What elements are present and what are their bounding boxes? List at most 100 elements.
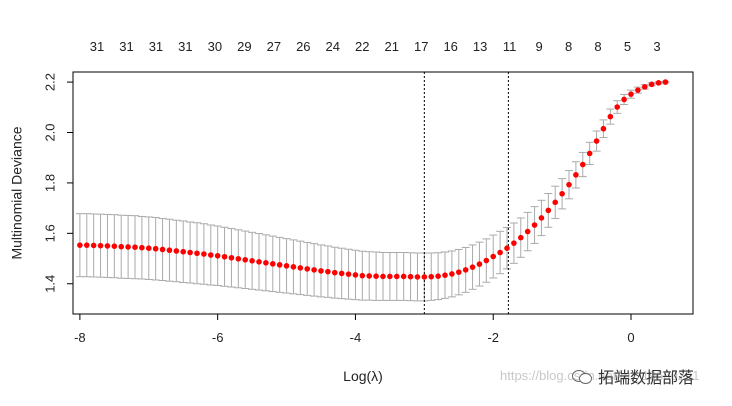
top-axis-label: 13 bbox=[473, 39, 487, 54]
y-tick-label: 1.6 bbox=[42, 224, 57, 242]
brand-logo: 拓端数据部落 bbox=[572, 364, 694, 388]
data-point bbox=[139, 244, 145, 251]
data-point bbox=[387, 273, 393, 280]
reference-lines bbox=[423, 72, 509, 314]
data-point bbox=[462, 267, 469, 273]
y-tick-label: 2.0 bbox=[42, 123, 57, 141]
data-point bbox=[256, 259, 262, 265]
data-point bbox=[648, 81, 655, 88]
brand-name: 拓端数据部落 bbox=[598, 368, 695, 387]
data-point bbox=[635, 87, 641, 93]
data-point bbox=[345, 271, 352, 277]
data-point bbox=[483, 257, 490, 264]
x-tick-label: 0 bbox=[627, 330, 634, 345]
top-axis-label: 29 bbox=[237, 39, 251, 54]
data-point bbox=[269, 261, 276, 267]
data-point bbox=[90, 242, 97, 249]
data-point bbox=[159, 246, 166, 253]
data-point bbox=[221, 253, 228, 260]
top-axis-label: 11 bbox=[503, 39, 517, 54]
data-point bbox=[393, 273, 400, 280]
data-point bbox=[442, 272, 448, 278]
top-axis-label: 31 bbox=[90, 39, 104, 54]
data-point bbox=[104, 243, 111, 249]
data-point bbox=[428, 273, 435, 280]
data-point bbox=[400, 273, 407, 280]
data-point bbox=[166, 247, 173, 254]
y-tick-label: 1.8 bbox=[42, 174, 57, 192]
data-point bbox=[655, 80, 662, 86]
top-axis-label: 26 bbox=[296, 39, 310, 54]
data-point bbox=[359, 272, 366, 279]
data-point bbox=[228, 254, 235, 261]
data-point bbox=[600, 125, 607, 132]
data-point bbox=[338, 270, 345, 277]
wechat-icon bbox=[572, 368, 592, 384]
data-point bbox=[201, 251, 207, 257]
data-point bbox=[242, 257, 249, 263]
data-point bbox=[187, 249, 193, 256]
data-point bbox=[318, 268, 324, 274]
data-point bbox=[421, 274, 428, 280]
data-point bbox=[552, 199, 559, 206]
data-point bbox=[504, 245, 510, 252]
data-point bbox=[641, 84, 648, 90]
data-point bbox=[263, 260, 269, 266]
data-point bbox=[469, 264, 476, 270]
top-axis-label: 31 bbox=[178, 39, 192, 54]
data-point bbox=[125, 244, 131, 250]
data-point bbox=[325, 268, 331, 275]
data-point bbox=[662, 79, 669, 85]
top-axis-label: 31 bbox=[149, 39, 163, 54]
data-point bbox=[414, 274, 421, 280]
data-point bbox=[407, 273, 414, 280]
top-axis-label: 8 bbox=[594, 39, 601, 54]
data-point bbox=[628, 91, 634, 97]
y-tick-label: 2.2 bbox=[42, 73, 57, 91]
data-point bbox=[249, 258, 255, 264]
y-axis: 1.4 1.6 1.8 2.0 2.2 bbox=[42, 73, 73, 293]
data-point bbox=[352, 272, 359, 278]
data-point bbox=[524, 228, 531, 235]
y-axis-title: Multinomial Deviance bbox=[9, 126, 25, 259]
data-point bbox=[331, 269, 338, 276]
data-point bbox=[538, 215, 545, 221]
x-axis-title: Log(λ) bbox=[343, 368, 383, 384]
error-bars bbox=[75, 80, 670, 302]
data-point bbox=[593, 138, 600, 144]
data-point bbox=[214, 252, 221, 259]
top-axis-label: 17 bbox=[414, 39, 428, 54]
data-point bbox=[194, 250, 200, 257]
data-point bbox=[545, 207, 552, 214]
data-point bbox=[566, 181, 572, 188]
data-point bbox=[145, 245, 152, 252]
top-axis: 31 31 31 31 30 29 27 26 24 22 21 17 16 13 11 9 8 8 5 3 bbox=[90, 39, 661, 54]
x-tick-label: -6 bbox=[212, 330, 224, 345]
data-point bbox=[497, 249, 503, 256]
data-point bbox=[283, 263, 290, 269]
data-point bbox=[366, 273, 373, 279]
data-point bbox=[97, 242, 104, 249]
data-point bbox=[304, 266, 311, 272]
data-point bbox=[531, 222, 538, 228]
data-point bbox=[607, 113, 614, 120]
data-point bbox=[173, 248, 180, 254]
top-axis-label: 24 bbox=[326, 39, 340, 54]
plot-frame bbox=[72, 71, 694, 315]
top-axis-label: 5 bbox=[624, 39, 631, 54]
data-point bbox=[517, 234, 524, 241]
x-tick-label: -8 bbox=[74, 330, 86, 345]
data-point bbox=[435, 273, 441, 279]
data-point bbox=[511, 240, 517, 246]
top-axis-label: 31 bbox=[119, 39, 133, 54]
data-point bbox=[490, 253, 497, 260]
data-point bbox=[311, 267, 317, 273]
data-point bbox=[111, 243, 118, 249]
data-point bbox=[180, 248, 187, 255]
data-point bbox=[118, 243, 125, 250]
data-point bbox=[455, 269, 462, 275]
top-axis-label: 21 bbox=[385, 39, 399, 54]
watermark-url: https://blog.csdn.net/qq_19600291 bbox=[500, 368, 700, 383]
top-axis-label: 9 bbox=[535, 39, 542, 54]
